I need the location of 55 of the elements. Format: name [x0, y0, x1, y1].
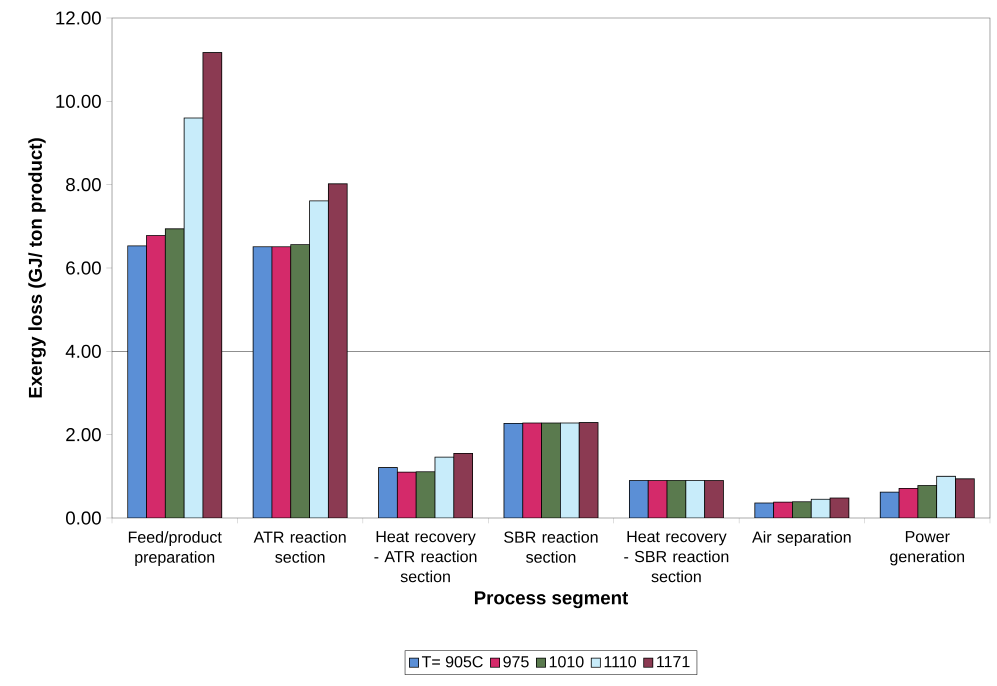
bar — [310, 200, 328, 518]
y-axis-title: Exergy loss (GJ/ ton product) — [28, 138, 46, 398]
y-tick-label: 10.00 — [56, 94, 101, 108]
legend-label: 1171 — [657, 656, 690, 668]
bar — [202, 52, 222, 518]
bar — [880, 492, 900, 518]
legend-label: T= 905C — [422, 656, 483, 668]
bar — [542, 422, 560, 518]
bar — [898, 488, 918, 518]
bar — [272, 246, 291, 518]
legend-label: 1110 — [604, 656, 636, 668]
bar — [397, 472, 416, 518]
bar — [560, 422, 580, 518]
y-tick-label: 12.00 — [56, 11, 101, 25]
bar — [416, 472, 435, 518]
x-tick-label: Feed/product preparation — [128, 531, 222, 566]
x-tick-label: Power generation — [890, 531, 964, 566]
bar — [253, 246, 272, 518]
y-tick-label: 4.00 — [66, 344, 101, 358]
x-tick-label: Heat recovery - ATR reaction section — [374, 531, 476, 582]
bar — [504, 423, 523, 518]
bar — [328, 184, 348, 518]
bar — [434, 457, 454, 518]
bar — [629, 480, 648, 518]
legend-label: 1010 — [550, 656, 584, 668]
x-axis-title: Process segment — [474, 591, 628, 608]
bar — [378, 468, 398, 518]
x-tick-label: Air separation — [752, 531, 851, 546]
bar — [811, 499, 830, 518]
bar — [704, 480, 724, 518]
y-tick-label: 2.00 — [66, 428, 101, 442]
bar — [146, 235, 166, 518]
y-tick-label: 8.00 — [66, 178, 101, 192]
bar — [955, 478, 975, 518]
bar — [165, 228, 184, 518]
bar — [792, 502, 812, 518]
bar — [917, 485, 938, 518]
bar — [830, 498, 849, 518]
legend-label: 975 — [503, 656, 529, 668]
x-tick-label: SBR reaction section — [504, 531, 598, 563]
bar — [522, 422, 542, 518]
x-tick-label: ATR reaction section — [254, 531, 346, 563]
bar — [936, 476, 956, 518]
bar — [686, 480, 705, 518]
bar — [290, 244, 310, 518]
y-tick-label: 6.00 — [66, 261, 101, 275]
bar — [667, 480, 686, 518]
bar — [579, 422, 598, 518]
bar — [128, 246, 146, 518]
y-tick-label: 0.00 — [66, 511, 101, 525]
bar — [774, 502, 792, 518]
bar — [648, 480, 668, 518]
bar — [454, 453, 473, 518]
x-tick-label: Heat recovery - SBR reaction section — [624, 531, 728, 582]
bar — [184, 118, 203, 518]
